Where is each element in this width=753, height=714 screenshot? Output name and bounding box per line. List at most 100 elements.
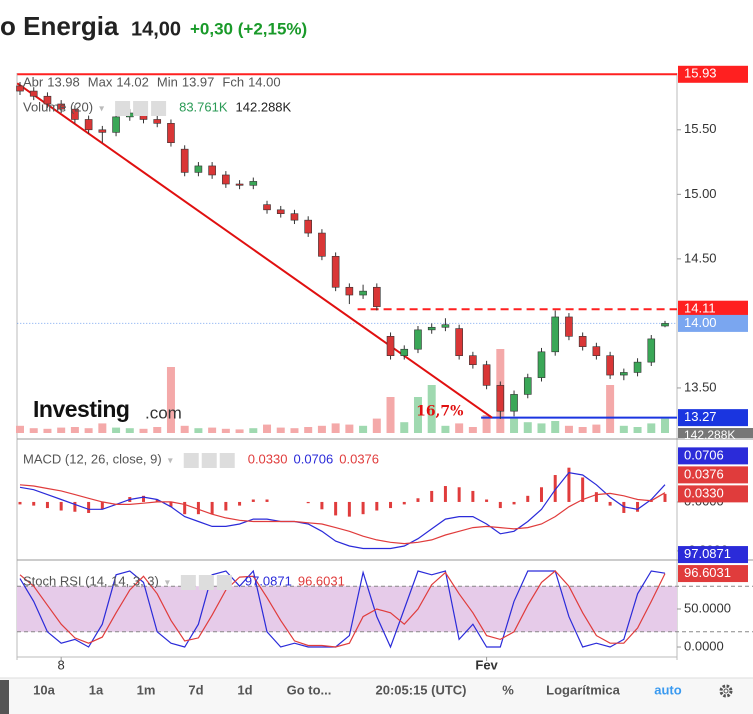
y-tick-label: 13.50 <box>684 379 717 394</box>
candle-body <box>482 364 491 386</box>
volume-bar <box>606 385 615 433</box>
indicator-line <box>19 570 666 648</box>
indicator-value: 97.0871 <box>245 573 292 588</box>
volume-bar <box>57 427 66 433</box>
legend-icon[interactable] <box>151 101 167 116</box>
value-badge <box>678 485 748 503</box>
candle-body <box>469 355 477 366</box>
value-badge <box>678 447 748 465</box>
volume-bar <box>263 424 272 433</box>
histogram-bar <box>498 501 502 509</box>
volume-bar <box>84 428 93 433</box>
price-change: +0,30 (+2,15%) <box>190 19 307 38</box>
volume-bar <box>482 415 491 433</box>
gear-inner[interactable] <box>723 688 729 694</box>
dropdown-icon[interactable]: ▾ <box>165 578 170 589</box>
toolbar-item[interactable]: auto <box>654 682 682 697</box>
histogram-bar <box>581 477 585 502</box>
indicator-line <box>19 569 666 649</box>
logo-name: Investing <box>33 396 129 422</box>
histogram-bar <box>389 501 393 509</box>
toolbar-item: 20:05:15 (UTC) <box>375 682 466 697</box>
toolbar-item[interactable]: 1m <box>137 682 156 697</box>
gear-outer[interactable] <box>719 684 733 698</box>
indicator-value: 0.0706 <box>293 451 333 466</box>
candle-body <box>331 255 340 288</box>
legend-icon[interactable] <box>201 453 217 468</box>
candle-body <box>551 316 560 353</box>
toolbar-edge <box>0 680 9 714</box>
price-badge <box>678 409 748 427</box>
histogram-bar <box>251 499 255 502</box>
value-badge <box>678 546 748 564</box>
price-badge-label: 13.27 <box>684 409 717 424</box>
price-badge-label: 14.00 <box>684 315 717 330</box>
histogram-bar <box>196 501 200 515</box>
candle-body <box>29 90 38 97</box>
histogram-bar <box>87 501 91 513</box>
volume-bar <box>98 423 107 433</box>
volume-bar <box>510 418 519 433</box>
indicator-line <box>19 471 666 550</box>
candle-body <box>414 329 422 350</box>
volume-bar <box>455 423 464 433</box>
candle-body <box>345 286 354 296</box>
candle-body <box>180 148 189 173</box>
value-badge-label: 96.6031 <box>684 565 731 580</box>
indicator-value: 0.0376 <box>339 451 379 466</box>
ohlc-label: Min <box>157 74 178 89</box>
plot-layer: 15.5015.0014.5013.5016,7%15.9314.1114.00… <box>16 66 753 672</box>
candle-body <box>235 183 244 186</box>
dropdown-icon[interactable]: ▾ <box>99 104 104 115</box>
candle-body <box>290 213 299 221</box>
volume-bar <box>70 427 79 433</box>
settings-icon[interactable] <box>719 684 733 698</box>
toolbar-item[interactable]: % <box>502 682 514 697</box>
histogram-bar <box>32 501 36 506</box>
histogram-bar <box>306 501 310 504</box>
histogram-bar <box>485 499 489 502</box>
toolbar-item[interactable]: 10a <box>33 682 55 697</box>
volume-bar <box>633 427 642 433</box>
histogram-bar <box>594 492 598 502</box>
toolbar-item[interactable]: 7d <box>188 682 203 697</box>
candle-body <box>84 119 93 131</box>
candle-body <box>455 328 463 356</box>
volume-ma-value: 142.288K <box>236 99 292 114</box>
legend-icon[interactable] <box>115 101 131 116</box>
legend-icon[interactable] <box>219 453 235 468</box>
volume-bar <box>386 397 395 433</box>
candle-body <box>276 209 285 214</box>
volume-bar <box>125 428 134 433</box>
toolbar-item[interactable]: 1a <box>89 682 104 697</box>
ohlc-label: Abr <box>23 74 44 89</box>
volume-bar <box>441 425 450 433</box>
instrument-name: o Energia <box>0 11 119 41</box>
volume-bar <box>359 425 368 433</box>
legend-icon[interactable] <box>183 453 199 468</box>
legend-icon[interactable] <box>180 575 196 590</box>
candle-body <box>427 326 436 331</box>
candle-body <box>222 174 230 185</box>
candle-body <box>71 108 79 120</box>
ohlc-value: 13.97 <box>182 74 215 89</box>
legend-icon[interactable] <box>216 575 232 590</box>
histogram-bar <box>334 501 338 516</box>
volume-bar <box>153 427 162 433</box>
histogram-bar <box>636 501 640 512</box>
toolbar-item[interactable]: 1d <box>237 682 252 697</box>
legend-icon[interactable] <box>133 101 149 116</box>
candle-body <box>606 355 614 376</box>
y-tick-label: 50.0000 <box>684 600 731 615</box>
legend-icon[interactable] <box>198 575 214 590</box>
trend-line <box>16 82 493 419</box>
dropdown-icon[interactable]: ▾ <box>168 456 173 467</box>
candle-body <box>263 204 271 211</box>
volume-bar <box>578 427 587 433</box>
histogram-bar <box>622 501 626 513</box>
x-tick-label: 8 <box>58 657 65 672</box>
toolbar-item[interactable]: Go to... <box>287 682 332 697</box>
toolbar-item[interactable]: Logarítmica <box>546 682 620 697</box>
volume-bar <box>345 424 354 433</box>
histogram-bar <box>402 501 406 505</box>
